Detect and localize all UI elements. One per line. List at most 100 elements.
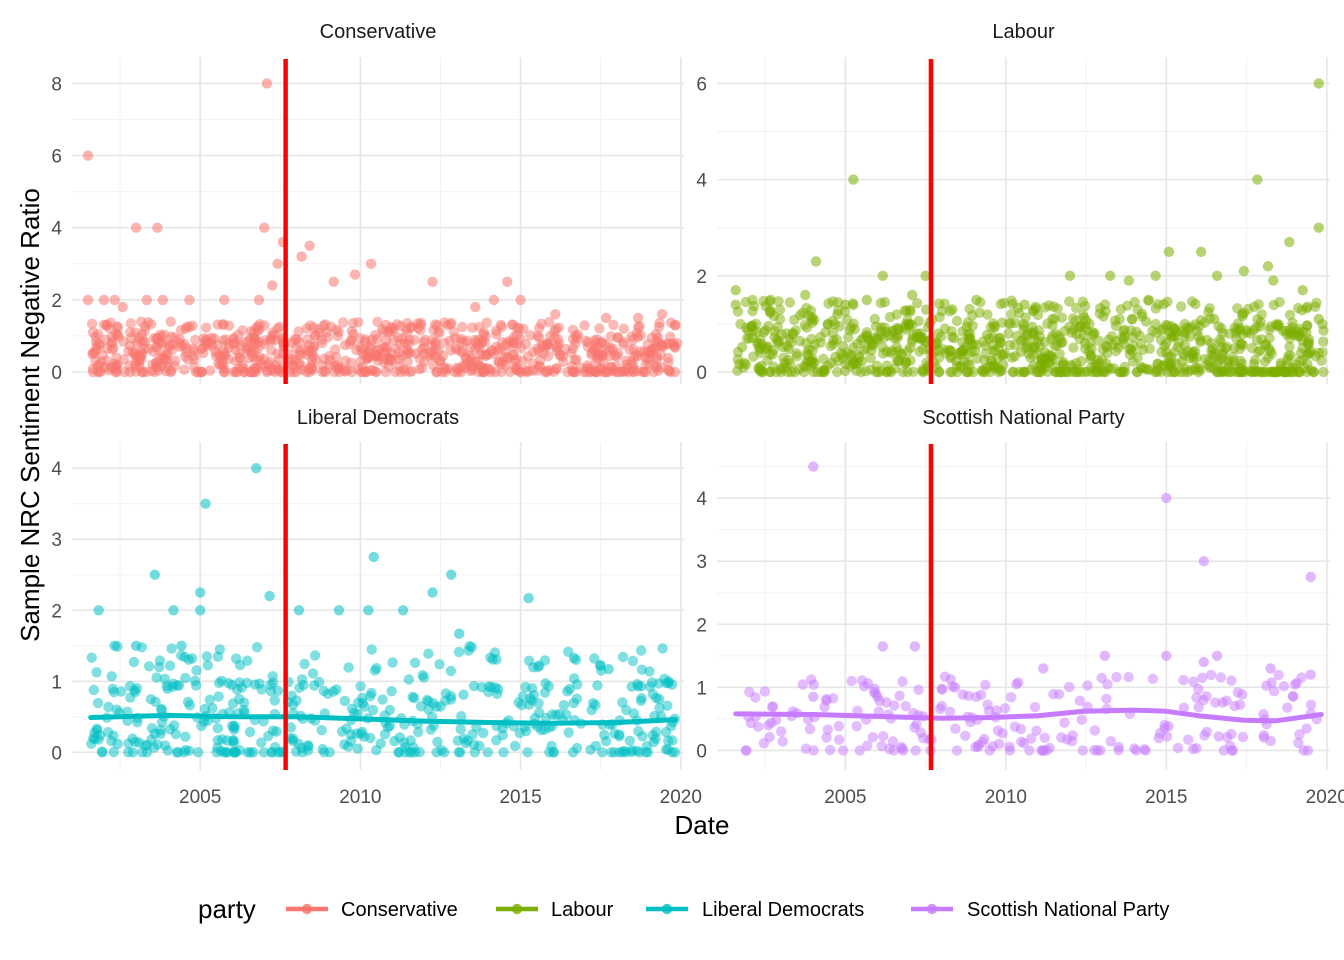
- data-point: [176, 640, 187, 651]
- data-point: [86, 738, 97, 749]
- data-point: [1203, 307, 1214, 318]
- data-point: [1224, 328, 1235, 339]
- data-point: [541, 366, 553, 378]
- data-point: [1172, 742, 1184, 754]
- data-point: [1284, 236, 1295, 248]
- data-point: [525, 330, 536, 341]
- legend-label: Scottish National Party: [967, 899, 1169, 921]
- data-point: [956, 346, 967, 357]
- data-point: [1004, 339, 1015, 351]
- data-point: [979, 733, 990, 745]
- data-point: [86, 318, 98, 329]
- data-point: [633, 726, 644, 737]
- data-point: [1064, 270, 1076, 281]
- data-point: [362, 352, 374, 363]
- data-point: [207, 703, 218, 714]
- data-point: [234, 659, 246, 671]
- data-point: [184, 700, 195, 711]
- data-point: [1074, 695, 1086, 706]
- data-point: [138, 336, 149, 347]
- data-point: [1265, 663, 1276, 674]
- data-point: [539, 724, 550, 735]
- data-point: [876, 740, 887, 752]
- data-point: [635, 695, 647, 706]
- data-point: [951, 745, 963, 756]
- data-point: [536, 318, 547, 330]
- data-point: [502, 276, 513, 287]
- data-point: [453, 747, 464, 758]
- data-point: [1298, 745, 1309, 756]
- data-point: [1252, 174, 1263, 185]
- data-point: [867, 732, 879, 743]
- data-point: [539, 655, 551, 666]
- data-point: [1297, 285, 1308, 296]
- data-point: [508, 319, 519, 331]
- data-point: [472, 356, 484, 367]
- data-point: [476, 338, 487, 349]
- data-point: [846, 675, 857, 687]
- data-point: [881, 326, 892, 338]
- data-point: [1183, 734, 1194, 745]
- data-point: [514, 333, 526, 344]
- data-point: [1083, 347, 1095, 358]
- data-point: [165, 316, 176, 327]
- data-point: [730, 285, 741, 296]
- data-point: [760, 325, 771, 336]
- data-point: [124, 327, 136, 338]
- data-point: [1287, 363, 1298, 374]
- data-point: [540, 678, 551, 689]
- data-point: [288, 360, 299, 372]
- data-point: [579, 320, 590, 331]
- data-point: [478, 727, 489, 739]
- x-tick-label: 2020: [660, 787, 702, 808]
- data-point: [223, 320, 235, 331]
- data-point: [902, 345, 913, 357]
- data-point: [1093, 335, 1105, 346]
- data-point: [365, 340, 377, 351]
- data-point: [271, 726, 282, 737]
- data-point: [931, 361, 942, 373]
- data-point: [1037, 745, 1049, 756]
- data-point: [102, 727, 114, 738]
- data-point: [828, 335, 839, 346]
- data-point: [797, 679, 808, 690]
- data-point: [909, 641, 921, 652]
- data-point: [229, 722, 240, 733]
- data-point: [91, 667, 102, 678]
- data-point: [776, 726, 787, 737]
- data-point: [1294, 729, 1305, 740]
- data-point: [90, 336, 102, 347]
- data-point: [485, 681, 497, 693]
- data-point: [999, 703, 1011, 714]
- data-point: [527, 365, 539, 376]
- data-point: [662, 744, 674, 755]
- data-point: [92, 361, 104, 372]
- data-point: [735, 318, 746, 330]
- data-point: [598, 366, 609, 378]
- data-point: [548, 747, 559, 758]
- data-point: [261, 366, 273, 378]
- data-point: [550, 309, 561, 320]
- data-point: [1163, 246, 1175, 257]
- data-point: [592, 680, 603, 691]
- x-tick-label: 2005: [179, 787, 221, 808]
- data-point: [654, 694, 665, 705]
- data-point: [1004, 741, 1015, 752]
- data-point: [366, 687, 377, 699]
- data-point: [982, 699, 993, 710]
- data-point: [917, 733, 929, 744]
- data-point: [904, 304, 916, 316]
- data-point: [517, 691, 529, 702]
- data-point: [646, 344, 657, 356]
- data-point: [526, 683, 538, 694]
- data-point: [403, 674, 414, 685]
- data-point: [1221, 732, 1233, 743]
- legend-item-scottish-national-party: Scottish National Party: [911, 899, 1169, 921]
- data-point: [387, 325, 398, 337]
- legend-key-point: [661, 903, 673, 915]
- data-point: [609, 747, 620, 758]
- data-point: [1082, 680, 1093, 691]
- data-point: [136, 348, 148, 360]
- data-point: [641, 741, 652, 752]
- data-point: [434, 659, 445, 670]
